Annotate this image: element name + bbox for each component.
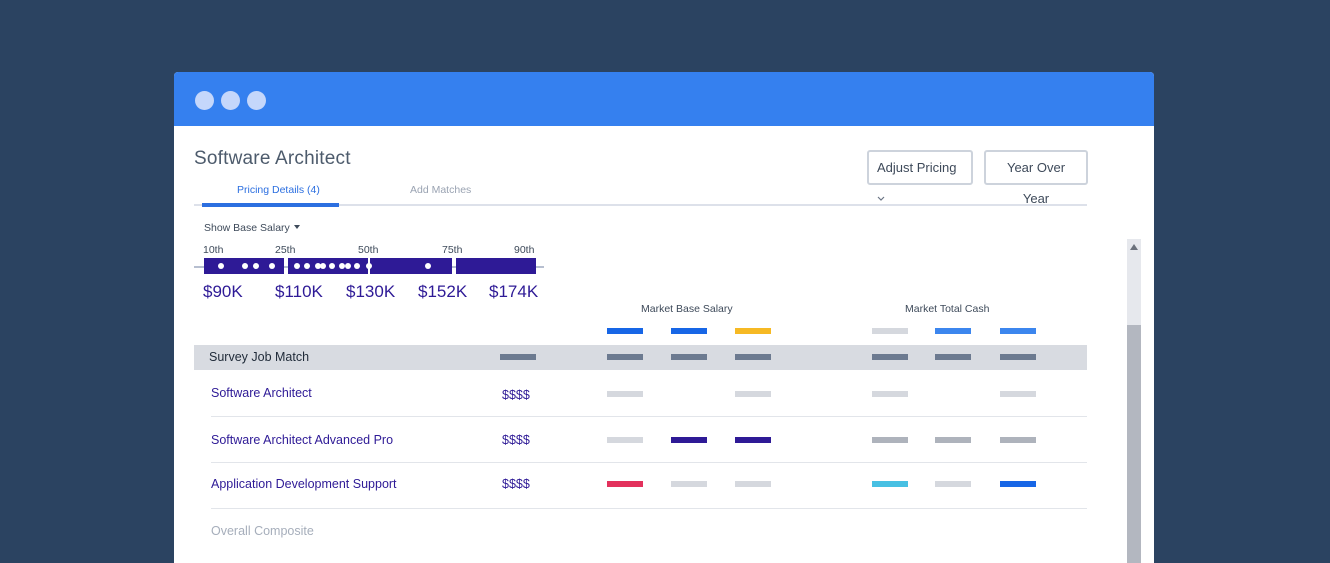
percentile-value-50: $130K [346,282,396,301]
caret-down-icon [293,225,300,229]
row-bar [1000,437,1036,443]
row-bar [1000,391,1036,397]
percentile-label-10: 10th [203,244,224,256]
year-over-year-button[interactable]: Year Over Year [984,150,1088,206]
percentile-label-50: 50th [358,244,379,256]
percentile-value-25: $110K [275,282,323,301]
window-dot-close[interactable] [195,91,214,110]
data-point [242,263,248,269]
legend-bar [607,328,643,334]
data-point [354,263,360,269]
row-bar [735,437,771,443]
table-row-name[interactable]: Application Development Support [211,477,397,491]
row-bar [671,437,707,443]
scroll-up-arrow-icon[interactable] [1130,244,1138,250]
data-point [329,263,335,269]
data-point [304,263,310,269]
data-point [339,263,345,269]
data-point [366,263,372,269]
row-bar [735,391,771,397]
percentile-value-90: $174K [489,282,539,301]
percentile-label-25: 25th [275,244,296,256]
legend-bar [935,328,971,334]
row-bar [935,437,971,443]
header-bar [872,354,908,360]
percentile-label-75: 75th [442,244,463,256]
header-bar [935,354,971,360]
row-bar [935,481,971,487]
row-divider [211,416,1087,417]
row-bar [872,437,908,443]
data-point [294,263,300,269]
row-bar [607,481,643,487]
percentile-label-90: 90th [514,244,535,256]
data-point [425,263,431,269]
table-row-price: $$$$ [502,477,530,491]
data-point [345,263,351,269]
title-bar [174,72,1154,126]
show-base-salary-label: Show Base Salary [204,222,290,234]
legend-bar [1000,328,1036,334]
app-window: Software Architect Adjust Pricing Year O… [174,72,1154,563]
tab-pricing-details[interactable]: Pricing Details (4) [237,184,320,196]
range-segment [370,258,452,274]
header-bar [735,354,771,360]
active-tab-indicator [202,203,339,207]
adjust-pricing-label: Adjust Pricing [877,160,957,175]
percentile-value-75: $152K [418,282,468,301]
row-bar [1000,481,1036,487]
row-bar [607,391,643,397]
table-row-price: $$$$ [502,433,530,447]
row-bar [607,437,643,443]
window-dot-minimize[interactable] [221,91,240,110]
tabs-divider [194,204,1087,206]
row-divider [211,508,1087,509]
show-base-salary-toggle[interactable]: Show Base Salary [204,222,300,234]
window-dot-maximize[interactable] [247,91,266,110]
chevron-down-icon [877,196,885,201]
legend-bar [671,328,707,334]
page-title: Software Architect [194,148,351,169]
data-point [320,263,326,269]
table-row-name[interactable]: Software Architect Advanced Pro [211,433,394,447]
row-bar [872,391,908,397]
data-point [253,263,259,269]
adjust-pricing-button[interactable]: Adjust Pricing [867,150,973,201]
table-row-price: $$$$ [502,388,530,402]
market-base-salary-header: Market Base Salary [641,303,733,315]
header-bar [1000,354,1036,360]
range-segment [288,258,368,274]
legend-bar [872,328,908,334]
row-bar [671,481,707,487]
table-row-name[interactable]: Software Architect [211,386,312,400]
survey-job-match-label: Survey Job Match [209,350,310,364]
percentile-value-10: $90K [203,282,243,301]
data-point [315,263,321,269]
scrollbar-thumb[interactable] [1127,325,1141,563]
header-bar [671,354,707,360]
market-total-cash-header: Market Total Cash [905,303,990,315]
range-segment [456,258,536,274]
row-divider [211,462,1087,463]
data-point [269,263,275,269]
header-bar [500,354,536,360]
tab-add-matches[interactable]: Add Matches [410,184,472,196]
overall-composite-row[interactable]: Overall Composite [211,524,314,538]
legend-bar [735,328,771,334]
row-bar [872,481,908,487]
data-point [218,263,224,269]
header-bar [607,354,643,360]
row-bar [735,481,771,487]
